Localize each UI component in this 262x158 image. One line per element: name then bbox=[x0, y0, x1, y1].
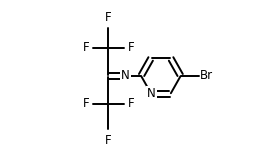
Text: N: N bbox=[121, 69, 130, 82]
Text: Br: Br bbox=[200, 69, 213, 82]
Text: F: F bbox=[83, 41, 89, 55]
Text: F: F bbox=[128, 41, 134, 55]
Text: F: F bbox=[128, 97, 134, 110]
Text: F: F bbox=[105, 134, 112, 147]
Text: F: F bbox=[105, 11, 112, 24]
Text: F: F bbox=[83, 97, 89, 110]
Text: N: N bbox=[147, 87, 156, 100]
